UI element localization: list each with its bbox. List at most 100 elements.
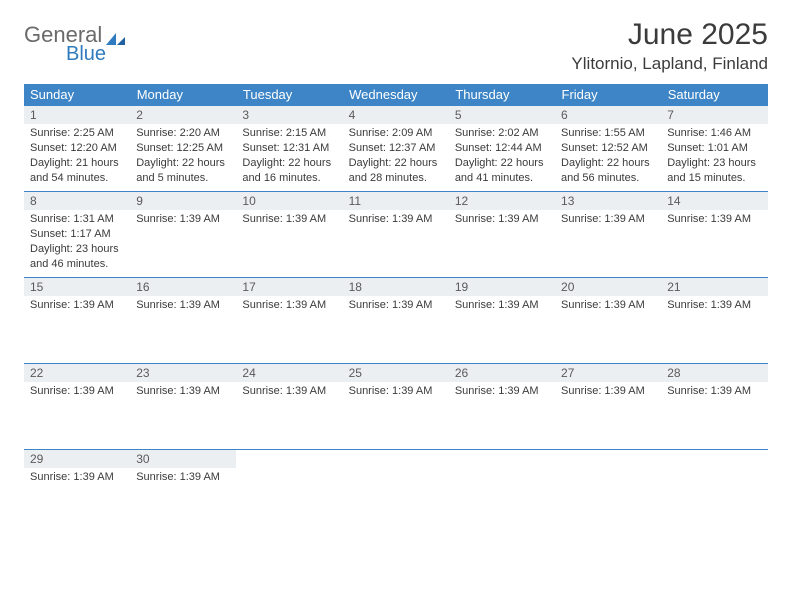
day-info-line: Sunrise: 1:55 AM <box>561 126 655 141</box>
day-info: Sunrise: 2:09 AMSunset: 12:37 AMDaylight… <box>343 124 449 187</box>
day-header: Wednesday <box>343 84 449 106</box>
calendar-cell: 3Sunrise: 2:15 AMSunset: 12:31 AMDayligh… <box>236 106 342 192</box>
day-info-line: Daylight: 22 hours and 41 minutes. <box>455 156 549 186</box>
calendar-cell: 12 Sunrise: 1:39 AM <box>449 192 555 278</box>
day-info-line: Sunset: 12:20 AM <box>30 141 124 156</box>
calendar-cell: 24Sunrise: 1:39 AM <box>236 364 342 450</box>
day-number: 21 <box>661 278 767 296</box>
day-info: Sunrise: 1:55 AMSunset: 12:52 AMDaylight… <box>555 124 661 187</box>
day-info: Sunrise: 2:15 AMSunset: 12:31 AMDaylight… <box>236 124 342 187</box>
day-info-line: Sunrise: 1:39 AM <box>242 298 336 313</box>
calendar-cell: 13Sunrise: 1:39 AM <box>555 192 661 278</box>
title-block: June 2025 Ylitornio, Lapland, Finland <box>571 18 768 74</box>
calendar-cell: 17 Sunrise: 1:39 AM <box>236 278 342 364</box>
day-info-line: Sunset: 12:52 AM <box>561 141 655 156</box>
day-number: 23 <box>130 364 236 382</box>
day-info: Sunrise: 1:39 AM <box>343 210 449 229</box>
day-info-line: Sunrise: 1:39 AM <box>349 212 443 227</box>
day-info-line: Sunrise: 2:15 AM <box>242 126 336 141</box>
day-info: Sunrise: 1:39 AM <box>343 382 449 401</box>
calendar-cell: 22 Sunrise: 1:39 AM <box>24 364 130 450</box>
day-info: Sunrise: 2:02 AMSunset: 12:44 AMDaylight… <box>449 124 555 187</box>
day-info-line: Daylight: 22 hours and 5 minutes. <box>136 156 230 186</box>
day-info-line: Sunrise: 2:20 AM <box>136 126 230 141</box>
location-label: Ylitornio, Lapland, Finland <box>571 54 768 74</box>
day-info: Sunrise: 1:39 AM <box>24 382 130 401</box>
day-header: Monday <box>130 84 236 106</box>
day-info-line: Sunrise: 2:25 AM <box>30 126 124 141</box>
day-info-line: Sunrise: 1:39 AM <box>561 298 655 313</box>
calendar-cell <box>236 450 342 536</box>
day-info <box>343 454 449 458</box>
day-number: 24 <box>236 364 342 382</box>
day-info: Sunrise: 1:39 AM <box>343 296 449 315</box>
day-number: 12 <box>449 192 555 210</box>
day-number: 6 <box>555 106 661 124</box>
day-number: 3 <box>236 106 342 124</box>
day-info: Sunrise: 1:39 AM <box>555 296 661 315</box>
day-info-line: Sunrise: 1:39 AM <box>30 298 124 313</box>
day-number: 30 <box>130 450 236 468</box>
day-info: Sunrise: 1:39 AM <box>661 296 767 315</box>
calendar-week-row: 22Sunrise: 1:39 AM23Sunrise: 1:39 AM24Su… <box>24 364 768 450</box>
day-info-line: Daylight: 21 hours and 54 minutes. <box>30 156 124 186</box>
day-info: Sunrise: 1:39 AM <box>555 382 661 401</box>
day-info: Sunrise: 1:46 AMSunset: 1:01 AMDaylight:… <box>661 124 767 187</box>
calendar-cell <box>343 450 449 536</box>
day-info <box>555 454 661 458</box>
day-number: 22 <box>24 364 130 382</box>
day-info-line: Sunset: 1:01 AM <box>667 141 761 156</box>
day-number: 5 <box>449 106 555 124</box>
day-info: Sunrise: 1:39 AM <box>449 296 555 315</box>
day-number: 26 <box>449 364 555 382</box>
day-info-line: Sunrise: 1:39 AM <box>136 212 230 227</box>
month-title: June 2025 <box>571 18 768 52</box>
day-header: Thursday <box>449 84 555 106</box>
day-number: 20 <box>555 278 661 296</box>
brand-part2: Blue <box>66 44 127 64</box>
day-info-line: Sunrise: 1:39 AM <box>455 384 549 399</box>
day-info: Sunrise: 1:39 AM <box>236 210 342 229</box>
day-info-line: Sunrise: 1:39 AM <box>136 298 230 313</box>
calendar-table: Sunday Monday Tuesday Wednesday Thursday… <box>24 84 768 536</box>
calendar-cell: 9Sunrise: 1:39 AM <box>130 192 236 278</box>
calendar-cell: 21Sunrise: 1:39 AM <box>661 278 767 364</box>
day-number: 13 <box>555 192 661 210</box>
day-info: Sunrise: 1:31 AMSunset: 1:17 AMDaylight:… <box>24 210 130 273</box>
day-info: Sunrise: 2:25 AMSunset: 12:20 AMDaylight… <box>24 124 130 187</box>
calendar-cell: 2Sunrise: 2:20 AMSunset: 12:25 AMDayligh… <box>130 106 236 192</box>
day-header: Saturday <box>661 84 767 106</box>
day-info-line: Sunrise: 1:39 AM <box>30 384 124 399</box>
day-info-line: Daylight: 23 hours and 15 minutes. <box>667 156 761 186</box>
calendar-cell: 25 Sunrise: 1:39 AM <box>343 364 449 450</box>
day-number: 11 <box>343 192 449 210</box>
day-info: Sunrise: 1:39 AM <box>24 468 130 487</box>
day-number: 7 <box>661 106 767 124</box>
calendar-cell: 14Sunrise: 1:39 AM <box>661 192 767 278</box>
calendar-cell: 5Sunrise: 2:02 AMSunset: 12:44 AMDayligh… <box>449 106 555 192</box>
day-number: 18 <box>343 278 449 296</box>
day-info-line: Daylight: 22 hours and 56 minutes. <box>561 156 655 186</box>
day-info-line: Daylight: 23 hours and 46 minutes. <box>30 242 124 272</box>
day-header: Friday <box>555 84 661 106</box>
day-info-line: Sunset: 12:37 AM <box>349 141 443 156</box>
day-number: 28 <box>661 364 767 382</box>
day-info: Sunrise: 1:39 AM <box>130 210 236 229</box>
day-number: 17 <box>236 278 342 296</box>
day-info-line: Sunset: 1:17 AM <box>30 227 124 242</box>
day-number: 25 <box>343 364 449 382</box>
sail-icon <box>105 28 127 42</box>
day-info-line: Sunrise: 1:39 AM <box>455 212 549 227</box>
day-info-line: Daylight: 22 hours and 16 minutes. <box>242 156 336 186</box>
day-info-line: Sunrise: 1:39 AM <box>349 384 443 399</box>
day-info <box>236 454 342 458</box>
day-info-line: Sunrise: 1:31 AM <box>30 212 124 227</box>
calendar-cell: 19Sunrise: 1:39 AM <box>449 278 555 364</box>
day-info: Sunrise: 1:39 AM <box>555 210 661 229</box>
calendar-cell: 7Sunrise: 1:46 AMSunset: 1:01 AMDaylight… <box>661 106 767 192</box>
day-info-line: Sunrise: 1:39 AM <box>349 298 443 313</box>
header: General Blue June 2025 Ylitornio, Laplan… <box>24 18 768 74</box>
calendar-cell: 23Sunrise: 1:39 AM <box>130 364 236 450</box>
day-info: Sunrise: 1:39 AM <box>236 296 342 315</box>
day-number: 1 <box>24 106 130 124</box>
